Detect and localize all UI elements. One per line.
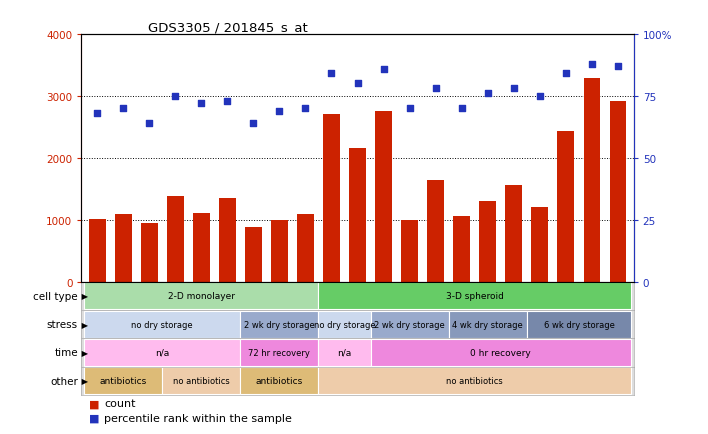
Bar [219, 199, 236, 282]
Bar [370, 311, 449, 338]
Text: 2 wk dry storage: 2 wk dry storage [244, 320, 315, 329]
Bar [527, 311, 631, 338]
Bar [319, 367, 631, 395]
Text: ▶: ▶ [79, 376, 88, 385]
Bar [240, 339, 319, 366]
Point [144, 120, 155, 127]
Bar [141, 224, 158, 282]
Bar [245, 228, 262, 282]
Point [326, 71, 337, 78]
Text: 4 wk dry storage: 4 wk dry storage [452, 320, 523, 329]
Bar [319, 311, 370, 338]
Bar [453, 217, 470, 282]
Text: antibiotics: antibiotics [99, 376, 147, 385]
Bar [427, 181, 444, 282]
Text: 2-D monolayer: 2-D monolayer [168, 292, 235, 301]
Point [404, 105, 416, 112]
Point [612, 63, 624, 70]
Point [586, 61, 598, 68]
Text: no antibiotics: no antibiotics [446, 376, 503, 385]
Point [378, 66, 389, 73]
Point [482, 91, 493, 98]
Text: no antibiotics: no antibiotics [173, 376, 229, 385]
Text: other: other [50, 376, 78, 386]
Text: n/a: n/a [338, 348, 352, 357]
Bar [323, 115, 340, 282]
Text: count: count [104, 398, 135, 408]
Bar [193, 214, 210, 282]
Bar [370, 339, 631, 366]
Point [535, 93, 546, 100]
Point [456, 105, 467, 112]
Bar [375, 112, 392, 282]
Text: ▶: ▶ [79, 320, 88, 329]
Text: antibiotics: antibiotics [256, 376, 303, 385]
Text: n/a: n/a [155, 348, 169, 357]
Bar [557, 131, 574, 282]
Bar [449, 311, 527, 338]
Bar [84, 339, 240, 366]
Point [91, 110, 103, 117]
Text: GDS3305 / 201845_s_at: GDS3305 / 201845_s_at [148, 20, 307, 33]
Bar [240, 311, 319, 338]
Point [274, 108, 285, 115]
Bar [240, 367, 319, 395]
Bar [583, 79, 600, 282]
Bar [401, 220, 418, 282]
Text: ■: ■ [88, 413, 99, 423]
Text: ▶: ▶ [79, 348, 88, 357]
Text: ■: ■ [88, 398, 99, 408]
Text: 2 wk dry storage: 2 wk dry storage [375, 320, 445, 329]
Point [169, 93, 181, 100]
Point [195, 101, 207, 108]
Text: percentile rank within the sample: percentile rank within the sample [104, 413, 292, 423]
Bar [479, 202, 496, 282]
Point [118, 105, 129, 112]
Point [299, 105, 311, 112]
Bar [532, 208, 549, 282]
Bar [88, 219, 105, 282]
Point [508, 85, 520, 92]
Text: ▶: ▶ [79, 292, 88, 301]
Bar [349, 149, 366, 282]
Bar [166, 197, 183, 282]
Text: 3-D spheroid: 3-D spheroid [446, 292, 503, 301]
Bar [319, 339, 370, 366]
Text: no dry storage: no dry storage [132, 320, 193, 329]
Point [352, 81, 363, 88]
Bar [319, 283, 631, 310]
Bar [84, 311, 240, 338]
Text: 0 hr recovery: 0 hr recovery [470, 348, 531, 357]
Bar [115, 214, 132, 282]
Bar [84, 367, 162, 395]
Bar [84, 283, 319, 310]
Bar [610, 102, 627, 282]
Point [248, 120, 259, 127]
Bar [162, 367, 240, 395]
Text: stress: stress [47, 319, 78, 329]
Text: no dry storage: no dry storage [314, 320, 375, 329]
Text: cell type: cell type [33, 291, 78, 301]
Bar [506, 186, 523, 282]
Text: time: time [55, 348, 78, 358]
Point [430, 85, 441, 92]
Text: 6 wk dry storage: 6 wk dry storage [544, 320, 615, 329]
Bar [297, 214, 314, 282]
Text: 72 hr recovery: 72 hr recovery [249, 348, 310, 357]
Point [222, 98, 233, 105]
Point [560, 71, 571, 78]
Bar [271, 220, 288, 282]
